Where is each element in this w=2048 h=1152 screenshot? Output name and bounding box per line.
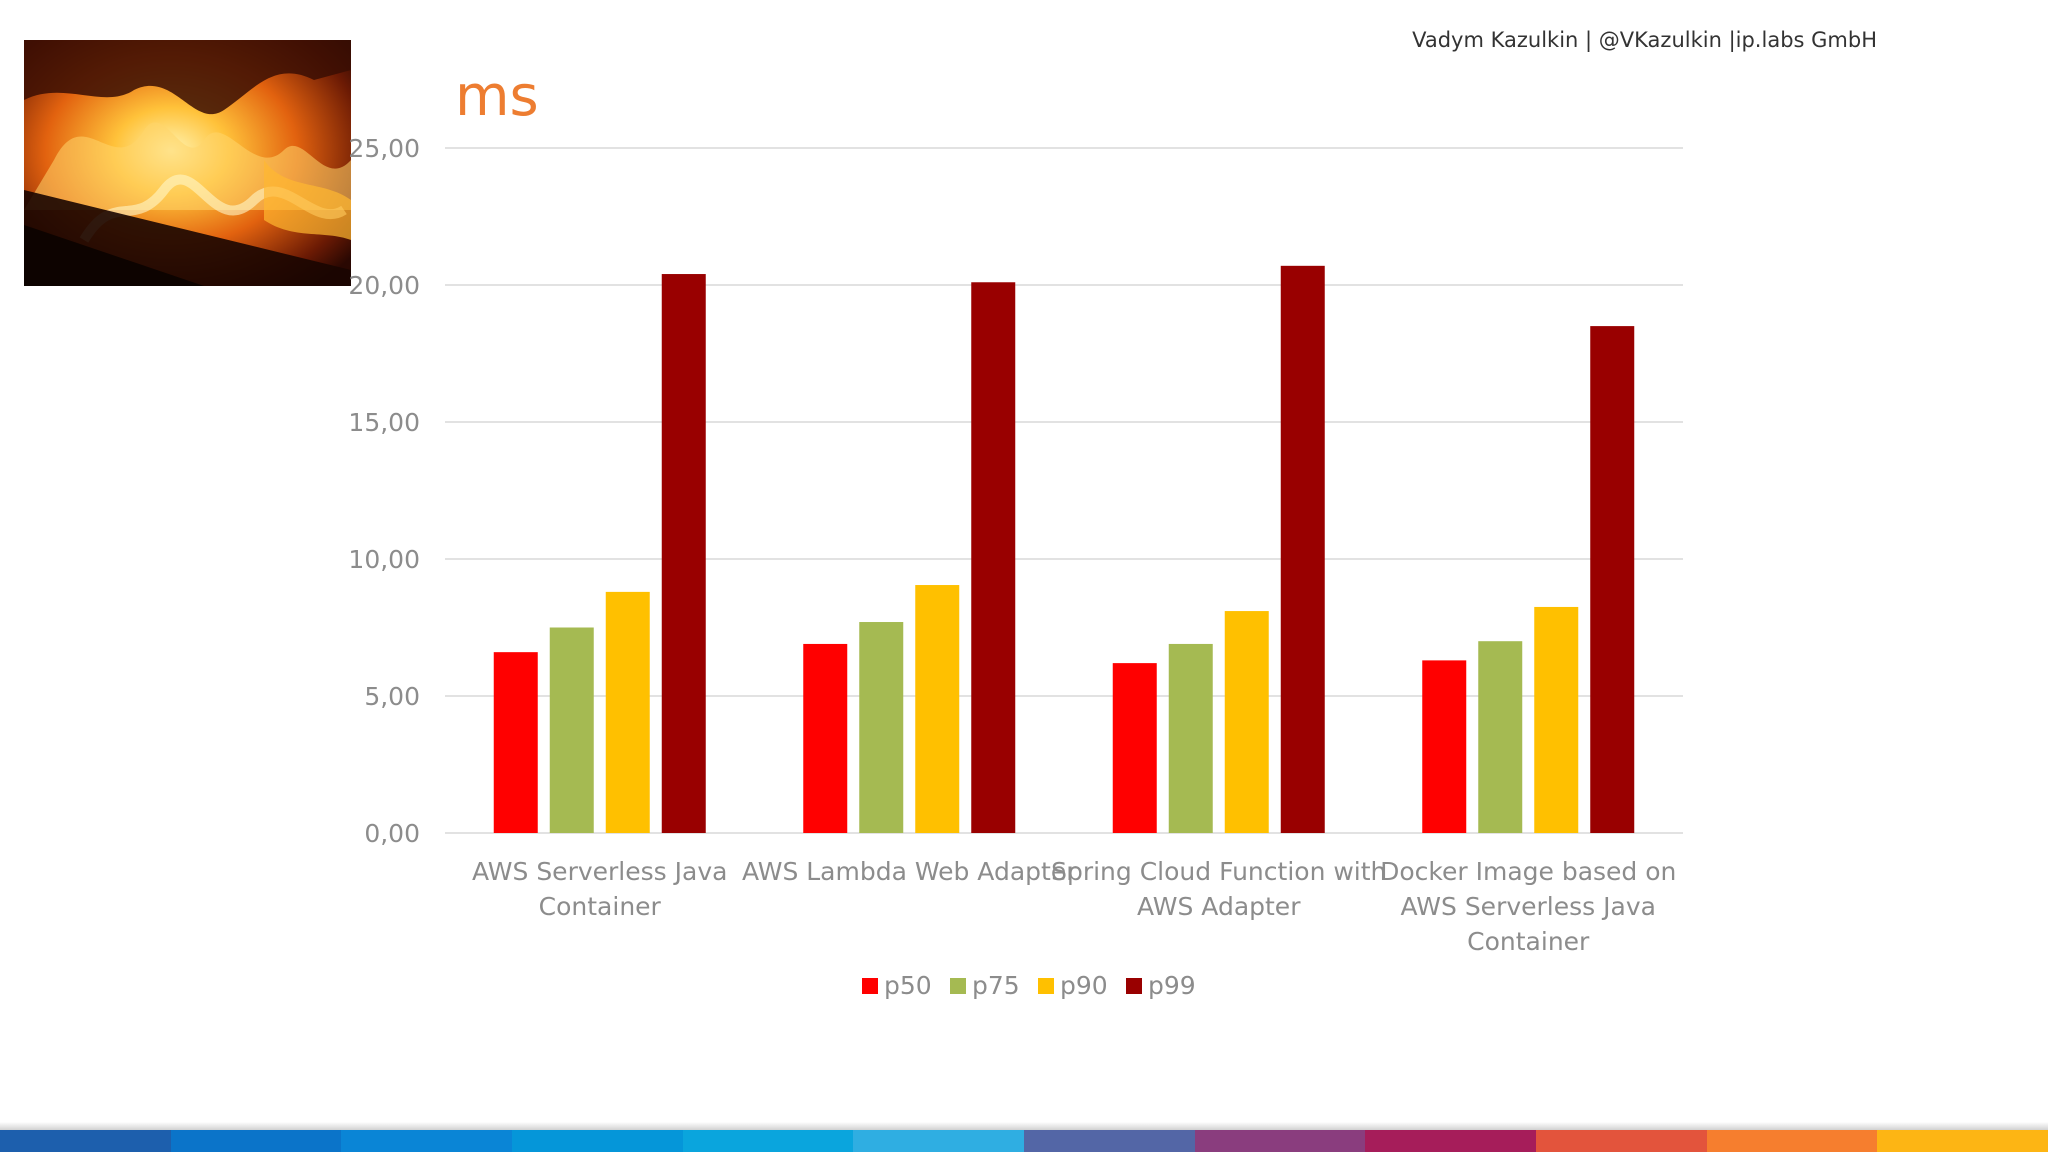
bottom-bar-segment xyxy=(1365,1130,1537,1152)
bar-p99-0 xyxy=(661,274,706,833)
bar-p99-3 xyxy=(1590,326,1635,833)
y-tick-label: 25,00 xyxy=(348,134,420,163)
x-tick-label: Spring Cloud Function with AWS Adapter xyxy=(1051,857,1386,921)
legend-label-p90: p90 xyxy=(1060,971,1108,1000)
author-credit: Vadym Kazulkin | @VKazulkin |ip.labs Gmb… xyxy=(1412,28,1877,52)
bottom-bar-segment xyxy=(1024,1130,1195,1152)
legend-label-p75: p75 xyxy=(972,971,1020,1000)
bar-p90-2 xyxy=(1224,611,1269,833)
legend-swatch-p99 xyxy=(1126,978,1142,994)
bar-p75-1 xyxy=(859,622,904,833)
bottom-bar-segment xyxy=(682,1130,854,1152)
y-axis-ticks: 0,00 5,00 10,00 15,00 20,00 25,00 xyxy=(348,134,420,848)
bottom-bar-segment xyxy=(341,1130,513,1152)
bar-p50-3 xyxy=(1422,660,1467,833)
fire-photo xyxy=(24,40,351,286)
bottom-color-bar xyxy=(0,1130,2048,1152)
bar-p50-0 xyxy=(493,652,538,833)
bottom-bar-segment xyxy=(512,1130,683,1152)
legend-label-p50: p50 xyxy=(884,971,932,1000)
bottom-bar-shadow xyxy=(0,1122,2048,1130)
bar-p50-1 xyxy=(803,643,848,833)
x-tick-label: AWS Serverless Java Container xyxy=(472,857,727,921)
bar-p75-2 xyxy=(1168,643,1213,833)
legend-swatch-p75 xyxy=(950,978,966,994)
y-tick-label: 10,00 xyxy=(348,545,420,574)
bar-p90-0 xyxy=(605,591,650,833)
bar-p99-1 xyxy=(971,282,1016,833)
legend-label-p99: p99 xyxy=(1148,971,1196,1000)
legend-swatch-p90 xyxy=(1038,978,1054,994)
bottom-bar-segment xyxy=(1536,1130,1707,1152)
bottom-bar-segment xyxy=(1706,1130,1878,1152)
y-tick-label: 0,00 xyxy=(364,819,420,848)
bar-p75-3 xyxy=(1478,641,1523,833)
bar-p90-1 xyxy=(915,585,960,833)
legend: p50 p75 p90 p99 xyxy=(862,971,1196,1000)
bar-p99-2 xyxy=(1280,265,1325,833)
y-tick-label: 15,00 xyxy=(348,408,420,437)
y-tick-label: 5,00 xyxy=(364,682,420,711)
bar-p75-0 xyxy=(549,627,594,833)
bottom-bar-segment xyxy=(1877,1130,2048,1152)
bottom-bar-segment xyxy=(1194,1130,1366,1152)
x-tick-label: Docker Image based on AWS Serverless Java… xyxy=(1380,857,1676,956)
legend-swatch-p50 xyxy=(862,978,878,994)
bottom-bar-segment xyxy=(853,1130,1025,1152)
fire-image xyxy=(24,40,351,286)
x-axis-labels: AWS Serverless Java Container AWS Lambda W… xyxy=(472,857,1676,956)
grid-lines xyxy=(445,147,1683,834)
y-tick-label: 20,00 xyxy=(348,271,420,300)
chart-title: ms xyxy=(455,64,539,129)
bars xyxy=(493,265,1635,833)
x-tick-label: AWS Lambda Web Adapter xyxy=(742,857,1077,886)
bottom-bar-segment xyxy=(0,1130,171,1152)
bottom-bar-segment xyxy=(170,1130,342,1152)
bar-p90-3 xyxy=(1534,606,1579,833)
bar-p50-2 xyxy=(1112,663,1157,833)
